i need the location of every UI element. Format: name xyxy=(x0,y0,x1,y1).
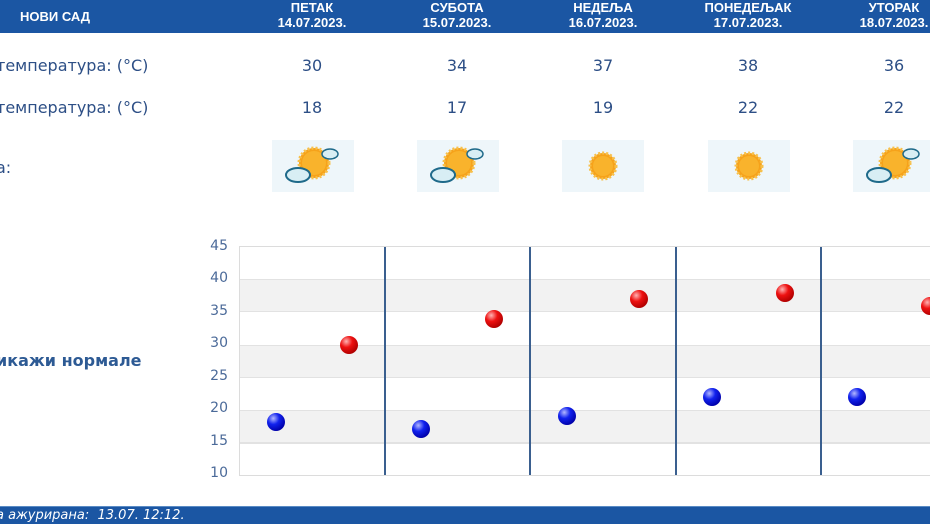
min-temp-label: температура: (°C) xyxy=(0,98,149,117)
y-tick: 10 xyxy=(210,465,228,481)
max-temp-point[interactable] xyxy=(630,290,648,308)
day-name: ПОНЕДЕЉАК xyxy=(704,0,792,15)
max-temp-point[interactable] xyxy=(921,297,930,315)
min-temp-point[interactable] xyxy=(703,388,721,406)
y-tick: 35 xyxy=(210,303,228,319)
grid-line xyxy=(240,443,930,444)
day-divider xyxy=(529,247,531,475)
day-header-3: НЕДЕЉА 16.07.2023. xyxy=(530,0,676,30)
min-temp-value: 18 xyxy=(301,98,323,117)
day-header-1: ПЕТАК 14.07.2023. xyxy=(239,0,385,30)
day-divider xyxy=(820,247,822,475)
weather-label: а: xyxy=(0,158,12,177)
last-updated-text: а ажурирана: 13.07. 12:12. xyxy=(0,508,185,523)
max-temp-value: 34 xyxy=(446,56,468,75)
day-name: СУБОТА xyxy=(430,0,484,15)
max-temp-point[interactable] xyxy=(340,336,358,354)
sun-icon xyxy=(562,140,644,192)
y-tick: 15 xyxy=(210,433,228,449)
day-date: 15.07.2023. xyxy=(422,15,492,30)
max-temp-value: 37 xyxy=(592,56,614,75)
day-header-2: СУБОТА 15.07.2023. xyxy=(384,0,530,30)
day-name: ПЕТАК xyxy=(290,0,334,15)
max-temp-value: 30 xyxy=(301,56,323,75)
grid-band xyxy=(240,345,930,378)
show-normals-link[interactable]: икажи нормале xyxy=(0,351,142,370)
day-date: 14.07.2023. xyxy=(277,15,347,30)
city-name: НОВИ САД xyxy=(20,9,91,24)
sun-clouds-icon xyxy=(853,140,930,192)
sun-clouds-icon xyxy=(272,140,354,192)
header-bar: НОВИ САД ПЕТАК 14.07.2023. СУБОТА 15.07.… xyxy=(0,0,930,33)
min-temp-value: 22 xyxy=(883,98,905,117)
day-name: УТОРАК xyxy=(868,0,920,15)
grid-band xyxy=(240,410,930,443)
sun-icon xyxy=(708,140,790,192)
max-temp-point[interactable] xyxy=(776,284,794,302)
grid-band xyxy=(240,279,930,312)
y-tick: 40 xyxy=(210,270,228,286)
day-date: 16.07.2023. xyxy=(568,15,638,30)
max-temp-label: температура: (°C) xyxy=(0,56,149,75)
footer-bar: а ажурирана: 13.07. 12:12. xyxy=(0,506,930,524)
day-divider xyxy=(384,247,386,475)
max-temp-value: 36 xyxy=(883,56,905,75)
min-temp-value: 22 xyxy=(737,98,759,117)
min-temp-point[interactable] xyxy=(267,413,285,431)
min-temp-value: 17 xyxy=(446,98,468,117)
y-tick: 25 xyxy=(210,368,228,384)
day-name: НЕДЕЉА xyxy=(573,0,633,15)
y-tick: 30 xyxy=(210,335,228,351)
y-tick: 45 xyxy=(210,238,228,254)
temperature-chart xyxy=(239,246,930,476)
y-tick: 20 xyxy=(210,400,228,416)
min-temp-point[interactable] xyxy=(412,420,430,438)
max-temp-point[interactable] xyxy=(485,310,503,328)
day-date: 18.07.2023. xyxy=(859,15,929,30)
day-divider xyxy=(675,247,677,475)
day-header-4: ПОНЕДЕЉАК 17.07.2023. xyxy=(675,0,821,30)
min-temp-point[interactable] xyxy=(558,407,576,425)
sun-clouds-icon xyxy=(417,140,499,192)
min-temp-point[interactable] xyxy=(848,388,866,406)
day-header-5: УТОРАК 18.07.2023. xyxy=(821,0,930,30)
min-temp-value: 19 xyxy=(592,98,614,117)
max-temp-value: 38 xyxy=(737,56,759,75)
day-date: 17.07.2023. xyxy=(713,15,783,30)
